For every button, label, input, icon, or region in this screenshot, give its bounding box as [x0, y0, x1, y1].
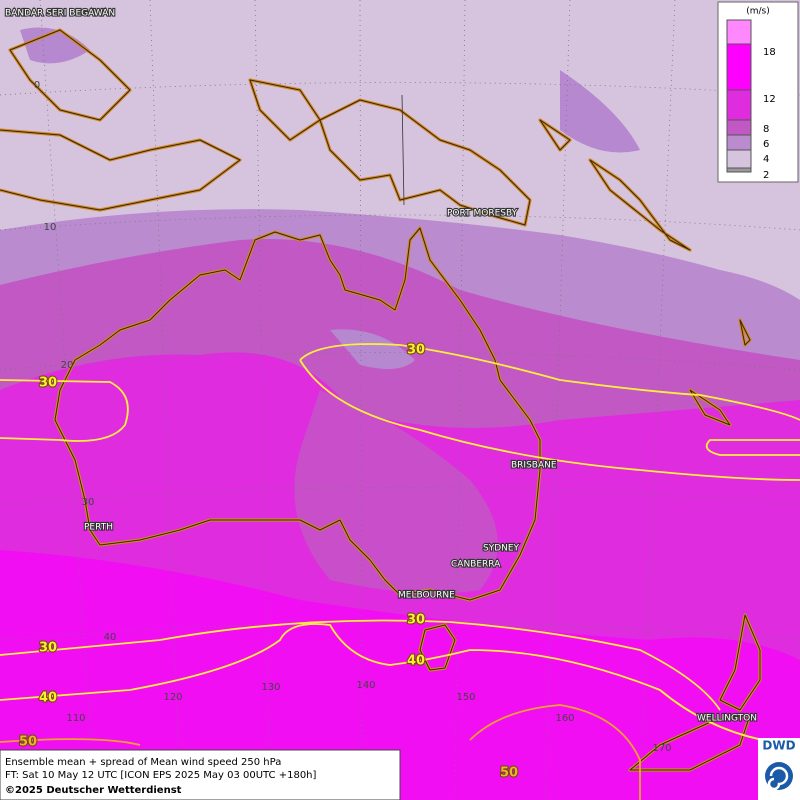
grid-label: 140 [356, 680, 375, 691]
city-label: BRISBANE [511, 461, 557, 471]
contour-label: 50 [19, 735, 37, 750]
contour-label: 30 [39, 376, 57, 391]
grid-label: 130 [261, 682, 280, 693]
coastlines [0, 28, 762, 772]
city-label: PORT MORESBY [447, 209, 518, 219]
footer-line: Ensemble mean + spread of Mean wind spee… [5, 757, 281, 768]
grid-label: 110 [66, 713, 85, 724]
city-label: CANBERRA [451, 560, 501, 570]
city-label: SYDNEY [483, 544, 520, 554]
city-label: BANDAR SERI BEGAWAN [5, 9, 115, 19]
contour-label: 40 [407, 654, 425, 669]
legend-level: 8 [763, 124, 769, 135]
city-label: MELBOURNE [398, 591, 455, 601]
contour-label: 30 [39, 641, 57, 656]
grid-label: 150 [456, 692, 475, 703]
city-label: WELLINGTON [697, 714, 757, 724]
grid-label: 30 [82, 497, 95, 508]
logo-text: DWD [762, 739, 795, 753]
legend-level: 2 [763, 170, 769, 181]
contour-label: 40 [39, 691, 57, 706]
logo-icon [765, 762, 793, 790]
contours [0, 343, 800, 800]
grid-label: 170 [652, 743, 671, 754]
contour-label: 50 [500, 766, 518, 781]
legend-level: 6 [763, 139, 769, 150]
contour-label: 30 [407, 613, 425, 628]
contour-label: 30 [407, 343, 425, 358]
band-12-18 [0, 550, 800, 800]
legend-level: 18 [763, 47, 776, 58]
band-patch [294, 390, 498, 594]
grid-label: 0 [34, 80, 40, 91]
footer-box [0, 749, 401, 800]
legend: (m/s) [717, 1, 799, 183]
footer-line: ©2025 Deutscher Wetterdienst [5, 785, 182, 796]
grid-label: 40 [104, 632, 117, 643]
grid-label: 160 [555, 713, 574, 724]
grid-label: 120 [163, 692, 182, 703]
city-label: PERTH [84, 523, 113, 533]
grid-label: 20 [61, 360, 74, 371]
grid-label: 10 [44, 222, 57, 233]
legend-level: 12 [763, 94, 776, 105]
footer-line: FT: Sat 10 May 12 UTC [ICON EPS 2025 May… [5, 770, 317, 781]
legend-level: 4 [763, 154, 769, 165]
legend-unit: (m/s) [746, 7, 770, 17]
